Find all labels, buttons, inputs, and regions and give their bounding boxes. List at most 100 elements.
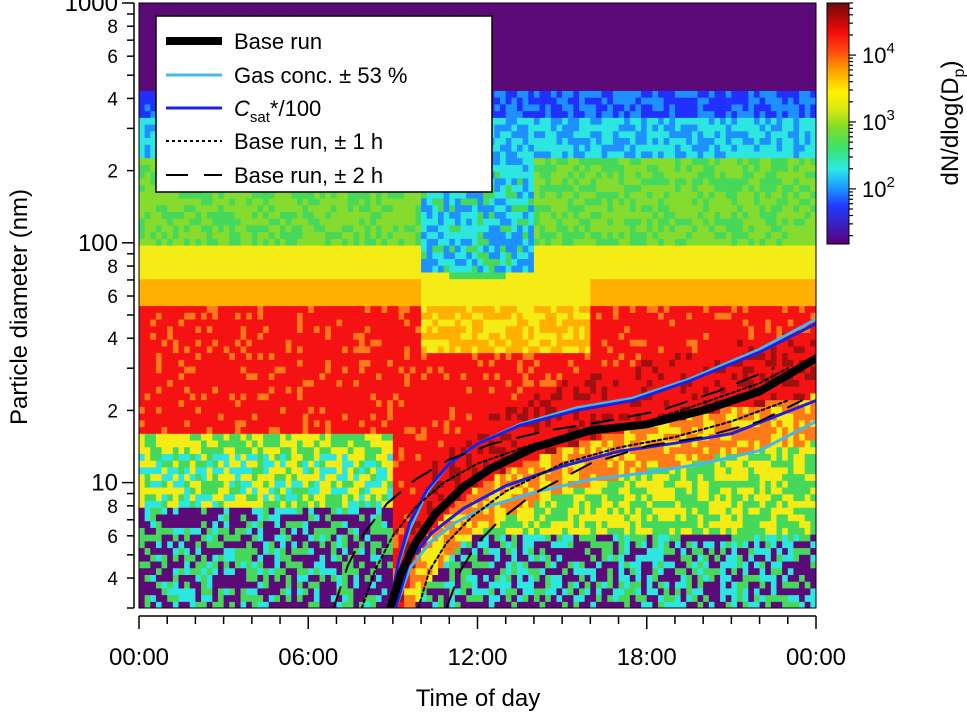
heatmap-cell: [217, 540, 225, 549]
heatmap-cell: [240, 433, 247, 441]
heatmap-cell: [342, 292, 349, 300]
heatmap-cell: [155, 460, 163, 468]
heatmap-cell: [229, 204, 236, 212]
heatmap-cell: [409, 413, 417, 421]
heatmap-cell: [449, 312, 456, 320]
heatmap-cell: [381, 587, 388, 596]
heatmap-cell: [150, 258, 157, 266]
heatmap-cell: [246, 366, 253, 374]
heatmap-cell: [234, 278, 242, 286]
heatmap-cell: [404, 332, 411, 340]
heatmap-cell: [409, 292, 417, 300]
heatmap-cell: [347, 507, 354, 515]
heatmap-cell: [336, 460, 343, 468]
heatmap-cell: [443, 419, 450, 428]
heatmap-cell: [234, 339, 242, 347]
heatmap-cell: [268, 218, 275, 226]
heatmap-cell: [155, 305, 163, 313]
heatmap-cell: [144, 97, 151, 105]
heatmap-cell: [353, 3, 360, 11]
heatmap-cell: [347, 594, 354, 602]
heatmap-cell: [364, 197, 371, 206]
heatmap-cell: [319, 487, 326, 495]
heatmap-cell: [217, 473, 225, 481]
heatmap-cell: [342, 601, 349, 608]
heatmap-cell: [313, 292, 321, 300]
heatmap-cell: [296, 534, 304, 542]
heatmap-cell: [268, 433, 275, 441]
heatmap-cell: [415, 359, 422, 367]
heatmap-cell: [161, 211, 168, 219]
heatmap-cell: [291, 601, 298, 608]
heatmap-cell: [404, 238, 411, 246]
heatmap-cell: [251, 473, 259, 481]
heatmap-cell: [438, 513, 445, 522]
heatmap-cell: [189, 386, 197, 394]
heatmap-cell: [319, 446, 326, 454]
heatmap-cell: [392, 520, 400, 528]
heatmap-cell: [263, 554, 270, 562]
heatmap-cell: [438, 601, 445, 608]
heatmap-cell: [161, 567, 168, 575]
heatmap-cell: [381, 560, 388, 569]
heatmap-cell: [172, 581, 180, 589]
heatmap-cell: [336, 406, 343, 414]
heatmap-cell: [359, 574, 366, 582]
heatmap-cell: [268, 601, 275, 608]
heatmap-cell: [263, 473, 270, 481]
heatmap-cell: [172, 547, 180, 555]
heatmap-cell: [375, 238, 383, 246]
heatmap-cell: [319, 238, 326, 246]
heatmap-cell: [251, 318, 259, 327]
heatmap-cell: [246, 426, 253, 434]
heatmap-cell: [285, 238, 292, 246]
heatmap-cell: [184, 547, 191, 555]
heatmap-cell: [313, 547, 321, 555]
heatmap-cell: [398, 534, 405, 542]
heatmap-cell: [150, 211, 157, 219]
heatmap-cell: [353, 473, 360, 481]
heatmap-cell: [263, 527, 270, 535]
heatmap-cell: [212, 433, 219, 441]
heatmap-cell: [285, 224, 292, 233]
heatmap-cell: [263, 480, 270, 488]
heatmap-cell: [229, 318, 236, 327]
heatmap-cell: [155, 251, 163, 260]
heatmap-cell: [308, 332, 315, 340]
heatmap-cell: [201, 594, 208, 602]
heatmap-cell: [336, 285, 343, 293]
heatmap-cell: [330, 399, 338, 407]
heatmap-cell: [438, 386, 445, 394]
heatmap-cell: [364, 574, 371, 582]
heatmap-cell: [240, 560, 247, 569]
heatmap-cell: [381, 466, 388, 475]
heatmap-cell: [325, 379, 332, 387]
heatmap-cell: [421, 406, 428, 414]
heatmap-cell: [150, 554, 157, 562]
heatmap-cell: [155, 540, 163, 549]
heatmap-cell: [155, 547, 163, 555]
heatmap-cell: [421, 9, 428, 18]
heatmap-cell: [212, 211, 219, 219]
heatmap-cell: [342, 439, 349, 448]
heatmap-cell: [201, 204, 208, 212]
heatmap-cell: [285, 399, 292, 407]
heatmap-cell: [336, 466, 343, 475]
heatmap-cell: [421, 587, 428, 596]
heatmap-cell: [257, 587, 264, 596]
heatmap-cell: [240, 9, 247, 18]
heatmap-cell: [302, 587, 309, 596]
heatmap-cell: [223, 204, 230, 212]
heatmap-cell: [426, 258, 433, 266]
heatmap-cell: [234, 9, 242, 18]
heatmap-cell: [178, 278, 185, 286]
heatmap-cell: [302, 312, 309, 320]
heatmap-cell: [387, 426, 394, 434]
heatmap-cell: [415, 372, 422, 381]
heatmap-cell: [229, 211, 236, 219]
heatmap-cell: [144, 224, 151, 233]
heatmap-cell: [296, 513, 304, 522]
heatmap-cell: [296, 493, 304, 502]
heatmap-cell: [212, 191, 219, 199]
heatmap-cell: [426, 399, 433, 407]
